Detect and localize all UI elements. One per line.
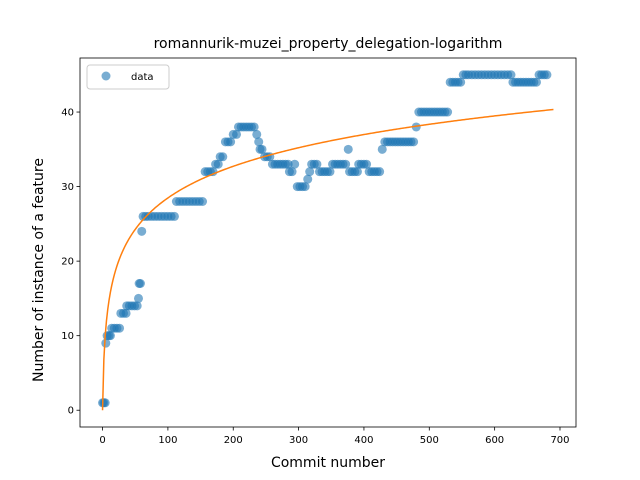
data-point bbox=[133, 293, 143, 303]
data-point bbox=[101, 338, 111, 348]
data-point bbox=[305, 167, 315, 177]
data-point bbox=[312, 159, 322, 169]
data-point bbox=[411, 122, 421, 132]
data-point bbox=[343, 144, 353, 154]
y-axis-title: Number of instance of a feature bbox=[31, 158, 47, 382]
data-point bbox=[226, 137, 236, 147]
data-point bbox=[121, 308, 131, 318]
x-tick-label: 700 bbox=[550, 435, 569, 446]
data-point bbox=[254, 137, 264, 147]
chart-title: romannurik-muzei_property_delegation-log… bbox=[154, 36, 503, 52]
data-point bbox=[198, 197, 208, 206]
y-tick-label: 40 bbox=[61, 108, 74, 119]
data-point bbox=[105, 331, 115, 341]
data-point bbox=[377, 144, 387, 154]
data-point bbox=[218, 152, 228, 162]
data-point bbox=[409, 137, 419, 147]
x-tick-label: 500 bbox=[420, 435, 439, 446]
data-point bbox=[283, 159, 293, 169]
data-point bbox=[300, 182, 310, 192]
data-point bbox=[135, 279, 145, 288]
x-tick-label: 600 bbox=[485, 435, 504, 446]
data-point bbox=[287, 167, 297, 177]
plot-area: 0 100 200 300 400 500 600 700 0 10 20 30 40 bbox=[61, 57, 577, 446]
data-point bbox=[443, 107, 453, 117]
axes-frame bbox=[79, 57, 577, 428]
x-tick-label: 300 bbox=[289, 435, 308, 446]
data-point bbox=[375, 167, 385, 177]
data-point bbox=[303, 174, 313, 184]
data-point bbox=[325, 167, 335, 177]
data-point bbox=[137, 226, 147, 236]
data-point bbox=[290, 159, 300, 169]
fit-line bbox=[101, 108, 554, 411]
data-point bbox=[169, 211, 179, 221]
data-point bbox=[249, 122, 259, 132]
data-point bbox=[352, 167, 362, 177]
legend-label-data: data bbox=[131, 72, 154, 83]
y-tick-label: 20 bbox=[61, 257, 74, 268]
data-point bbox=[208, 167, 218, 177]
data-point bbox=[341, 159, 351, 169]
data-point bbox=[132, 301, 142, 311]
x-tick-label: 400 bbox=[354, 435, 373, 446]
data-point bbox=[531, 77, 541, 87]
legend-frame bbox=[86, 64, 170, 90]
x-axis-title: Commit number bbox=[271, 455, 385, 471]
legend-marker-data bbox=[101, 71, 111, 81]
legend: data bbox=[86, 64, 170, 90]
x-tick-label: 100 bbox=[158, 435, 177, 446]
y-tick-label: 30 bbox=[61, 182, 74, 193]
data-point bbox=[213, 159, 223, 169]
data-point bbox=[456, 77, 466, 87]
data-point bbox=[252, 129, 262, 139]
data-point bbox=[257, 144, 267, 154]
data-point bbox=[232, 129, 242, 139]
x-tick-label: 0 bbox=[99, 435, 105, 446]
y-tick-label: 0 bbox=[68, 406, 74, 417]
data-point bbox=[506, 70, 516, 80]
data-point bbox=[542, 70, 552, 80]
y-tick-label: 10 bbox=[61, 331, 74, 342]
data-point bbox=[115, 323, 125, 333]
data-point bbox=[362, 159, 372, 169]
x-tick-label: 200 bbox=[224, 435, 243, 446]
